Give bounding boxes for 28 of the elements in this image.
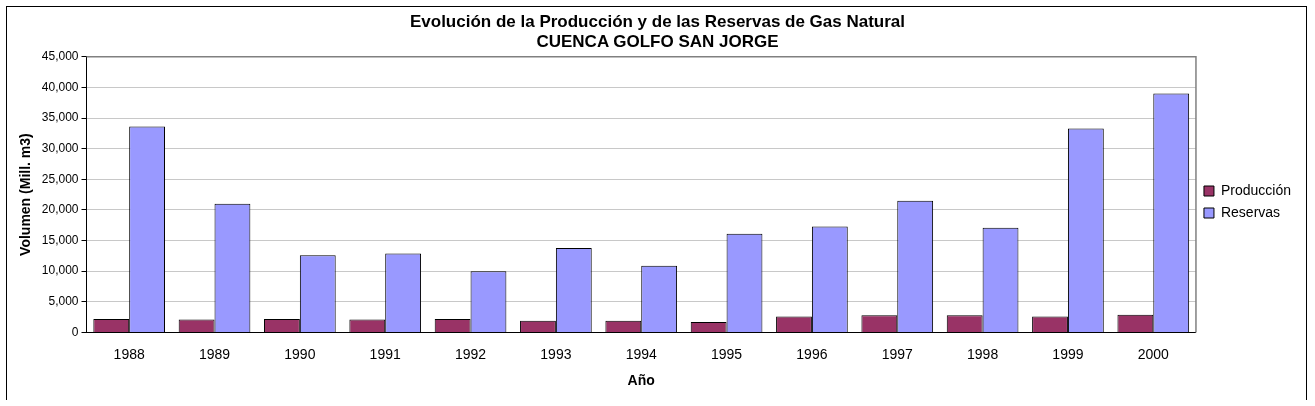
legend-label: Producción [1220, 181, 1292, 198]
legend-label: Reservas [1220, 203, 1281, 220]
y-tick-label: 30,000 [41, 140, 79, 155]
y-tick-label: 10,000 [41, 263, 79, 278]
y-tick-label: 5,000 [48, 294, 79, 309]
y-tick-label: 15,000 [41, 232, 79, 247]
chart-title: Evolución de la Producción y de las Reservas de Gas Natural CUENCA GOLFO SAN JORGE [409, 11, 906, 52]
x-axis-title: Año [627, 372, 655, 389]
x-tick-label: 1998 [967, 345, 999, 362]
x-tick-label: 1993 [540, 345, 572, 362]
x-tick-label: 1988 [113, 345, 145, 362]
x-tick-label: 1991 [369, 345, 401, 362]
x-tick-label: 1995 [711, 345, 743, 362]
x-tick-label: 1996 [796, 345, 828, 362]
x-tick-label: 1990 [284, 345, 316, 362]
y-tick-label: 35,000 [41, 110, 79, 125]
y-tick-label: 45,000 [41, 49, 79, 64]
x-tick-label: 1997 [881, 345, 914, 362]
y-axis-title: Volumen (Mill. m3) [17, 133, 34, 256]
y-tick-label: 0 [71, 324, 79, 339]
x-tick-label: 1999 [1052, 345, 1084, 362]
x-tick-label: 1989 [198, 345, 231, 362]
y-tick-label: 40,000 [41, 79, 79, 94]
x-tick-label: 1994 [625, 345, 658, 362]
x-tick-label: 2000 [1137, 345, 1170, 362]
x-tick-label: 1992 [454, 345, 487, 362]
y-tick-label: 20,000 [41, 202, 79, 217]
y-tick-label: 25,000 [41, 171, 79, 186]
